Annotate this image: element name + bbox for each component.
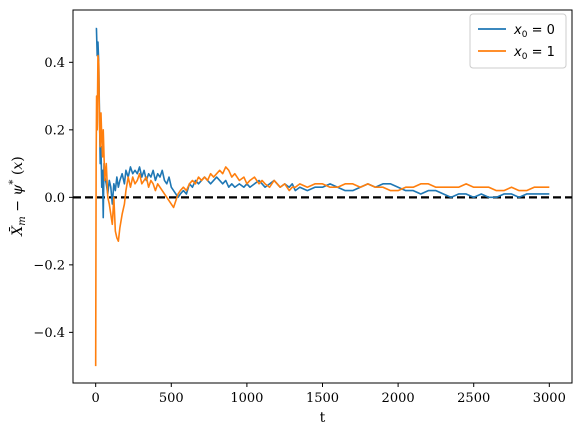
y-tick-label: 0.0 bbox=[44, 191, 65, 206]
x-tick-label: 0 bbox=[92, 391, 100, 406]
x-axis-ticks: 0 500 1000 1500 2000 2500 3000 bbox=[92, 383, 566, 406]
legend: x0 = 0 x0 = 1 bbox=[469, 13, 567, 69]
y-tick-label: 0.4 bbox=[44, 56, 65, 71]
legend-label-0: x0 = 0 bbox=[513, 23, 555, 40]
x-tick-label: 1500 bbox=[306, 391, 339, 406]
x-tick-label: 500 bbox=[159, 391, 184, 406]
y-tick-label: −0.4 bbox=[33, 326, 65, 341]
y-tick-label: 0.2 bbox=[44, 123, 65, 138]
legend-frame bbox=[469, 13, 567, 69]
series-layer bbox=[94, 27, 550, 367]
series-line-1 bbox=[94, 54, 550, 367]
x-axis-label: t bbox=[320, 410, 326, 426]
x-tick-label: 3000 bbox=[533, 391, 566, 406]
x-tick-label: 2000 bbox=[382, 391, 415, 406]
y-tick-label: −0.2 bbox=[33, 258, 65, 273]
y-axis-label: X̄m − ψ* (x) bbox=[8, 156, 28, 236]
plot-area bbox=[73, 27, 572, 367]
x-tick-label: 1000 bbox=[230, 391, 263, 406]
y-axis-ticks: −0.4 −0.2 0.0 0.2 0.4 bbox=[33, 56, 73, 341]
x-tick-label: 2500 bbox=[457, 391, 490, 406]
legend-label-1: x0 = 1 bbox=[513, 45, 555, 62]
